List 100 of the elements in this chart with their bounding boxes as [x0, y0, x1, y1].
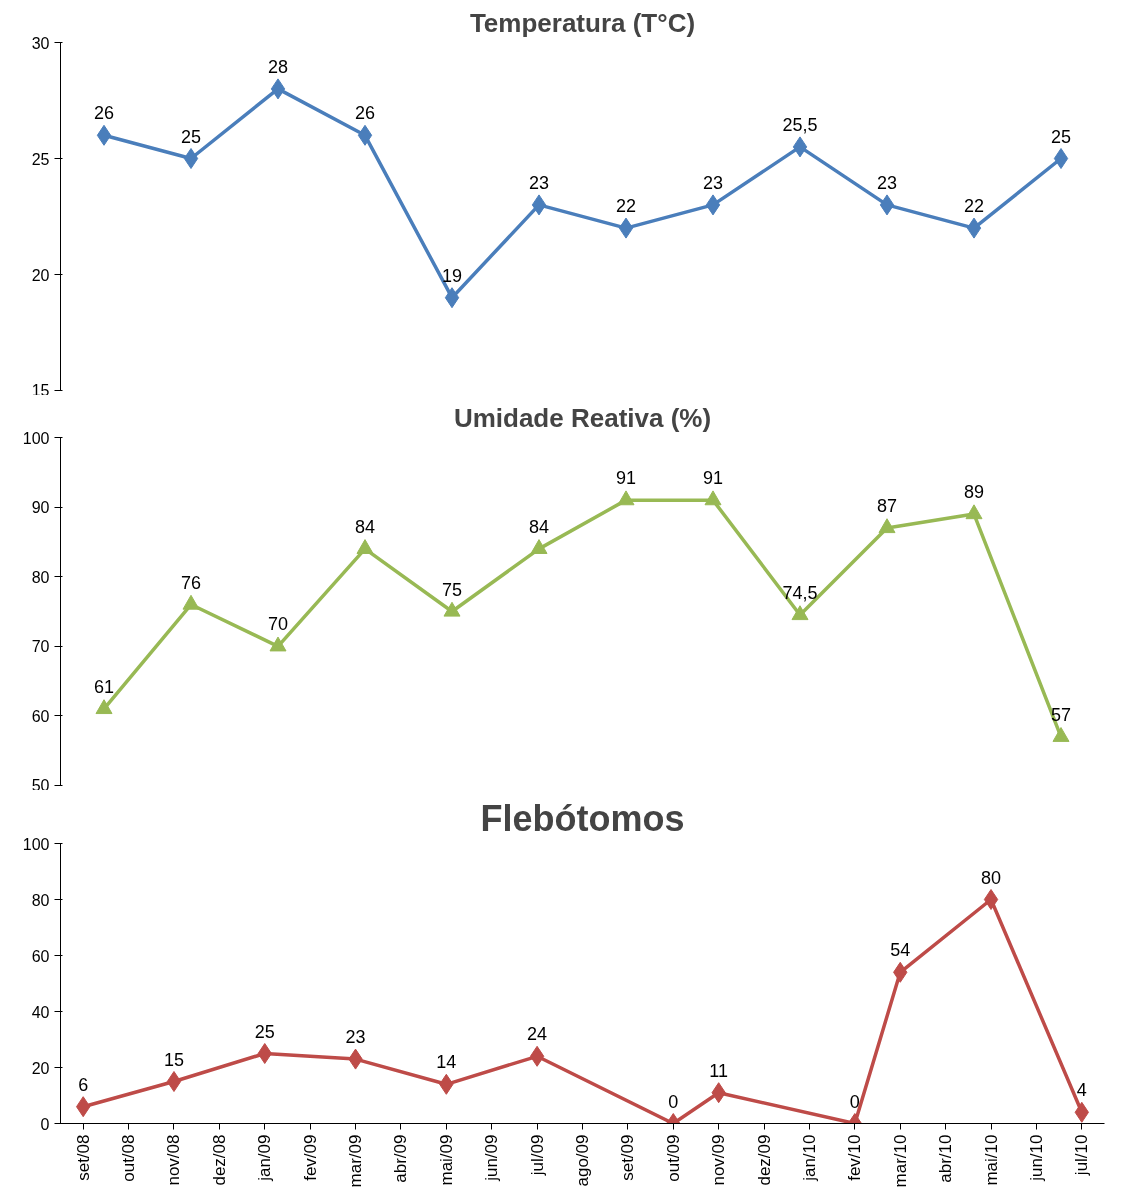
- y-tick-label: 0: [40, 1115, 50, 1133]
- data-label: 87: [876, 495, 898, 516]
- point: [356, 539, 374, 554]
- point: [270, 78, 286, 100]
- point: [792, 136, 808, 158]
- data-label: 6: [78, 1074, 89, 1095]
- y-tick-label: 90: [31, 499, 50, 517]
- point: [443, 601, 461, 617]
- y-tick-label: 50: [31, 776, 50, 794]
- data-label: 26: [354, 103, 376, 124]
- y-tick-label: 80: [31, 568, 50, 586]
- x-tick-label: jul/10: [1072, 1134, 1092, 1177]
- point: [1053, 148, 1069, 169]
- point: [965, 504, 983, 520]
- data-label: 28: [267, 56, 289, 77]
- x-tick-label: jun/10: [1026, 1134, 1046, 1182]
- x-tick-label: nov/09: [709, 1134, 729, 1186]
- data-label: 24: [527, 1024, 548, 1045]
- y-tick-label: 30: [31, 34, 50, 52]
- y-tick-label: 80: [31, 891, 50, 909]
- data-label: 4: [1076, 1080, 1087, 1101]
- y-tick-label: 20: [31, 266, 50, 284]
- data-label: 23: [345, 1027, 366, 1048]
- x-tick-label: mar/09: [346, 1134, 366, 1188]
- point: [618, 217, 634, 239]
- x-tick-label: abr/09: [391, 1134, 411, 1183]
- data-label: 70: [267, 614, 289, 635]
- x-tick-label: set/08: [73, 1134, 93, 1181]
- data-label: 14: [436, 1052, 457, 1073]
- data-label: 74,5: [782, 582, 818, 603]
- x-tick-label: jun/09: [482, 1134, 502, 1182]
- y-tick-label: 40: [31, 1003, 50, 1021]
- y-tick-label: 100: [22, 835, 50, 853]
- x-tick-label: mai/09: [436, 1134, 456, 1186]
- point: [357, 124, 373, 146]
- x-tick-label: dez/08: [209, 1134, 229, 1186]
- data-label: 23: [876, 172, 898, 193]
- data-label: 80: [981, 867, 1002, 888]
- data-label: 26: [93, 103, 115, 124]
- chart-title: Flebótomos: [480, 797, 685, 839]
- point: [704, 490, 722, 506]
- data-label: 84: [528, 516, 550, 537]
- y-tick-label: 70: [31, 638, 50, 656]
- data-label: 25: [1050, 126, 1072, 147]
- y-tick-label: 15: [31, 381, 50, 399]
- x-tick-label: fev/10: [845, 1134, 865, 1181]
- data-label: 91: [615, 468, 637, 489]
- data-label: 61: [93, 676, 115, 697]
- point: [530, 539, 548, 554]
- data-label: 54: [890, 940, 911, 961]
- point: [531, 194, 547, 216]
- point: [966, 217, 982, 239]
- point: [617, 490, 635, 506]
- data-label: 25: [254, 1021, 275, 1042]
- point: [791, 605, 809, 621]
- x-tick-label: jul/09: [527, 1134, 547, 1177]
- y-tick-label: 60: [31, 707, 50, 725]
- point: [879, 194, 895, 216]
- data-label: 11: [709, 1060, 729, 1081]
- chart-title: Temperatura (T°C): [469, 7, 696, 38]
- point: [96, 124, 112, 146]
- y-tick-label: 20: [31, 1059, 50, 1077]
- point: [183, 148, 199, 169]
- data-label: 23: [528, 172, 550, 193]
- point: [878, 518, 896, 534]
- x-tick-label: dez/09: [754, 1134, 774, 1186]
- point: [95, 699, 113, 715]
- x-tick-label: out/09: [663, 1134, 683, 1182]
- chart-title: Umidade Reativa (%): [453, 402, 712, 433]
- point: [182, 594, 200, 610]
- data-label: 0: [668, 1091, 679, 1112]
- data-label: 75: [441, 579, 463, 600]
- point: [166, 1071, 182, 1092]
- data-label: 25,5: [782, 114, 818, 135]
- point: [257, 1043, 272, 1064]
- x-tick-label: ago/09: [573, 1134, 592, 1187]
- data-label: 19: [441, 265, 463, 286]
- x-tick-label: fev/09: [300, 1134, 320, 1181]
- data-label: 25: [180, 126, 202, 147]
- point: [444, 287, 460, 309]
- x-tick-label: jan/10: [799, 1134, 819, 1182]
- y-tick-label: 25: [31, 150, 50, 168]
- y-tick-label: 60: [31, 947, 50, 965]
- data-label: 89: [963, 482, 985, 503]
- data-label: 22: [963, 196, 985, 217]
- data-label: 0: [849, 1091, 860, 1112]
- x-tick-label: nov/08: [164, 1134, 184, 1186]
- data-label: 23: [702, 172, 724, 193]
- point: [1052, 727, 1070, 742]
- data-label: 15: [163, 1049, 184, 1070]
- data-label: 22: [615, 196, 637, 217]
- y-tick-label: 100: [22, 429, 50, 447]
- x-tick-label: jan/09: [255, 1134, 275, 1182]
- point: [529, 1045, 545, 1067]
- data-label: 76: [180, 572, 202, 593]
- point: [705, 194, 721, 216]
- data-label: 91: [702, 468, 724, 489]
- x-tick-label: abr/10: [936, 1134, 956, 1183]
- x-tick-label: out/08: [119, 1134, 139, 1182]
- data-label: 84: [354, 516, 376, 537]
